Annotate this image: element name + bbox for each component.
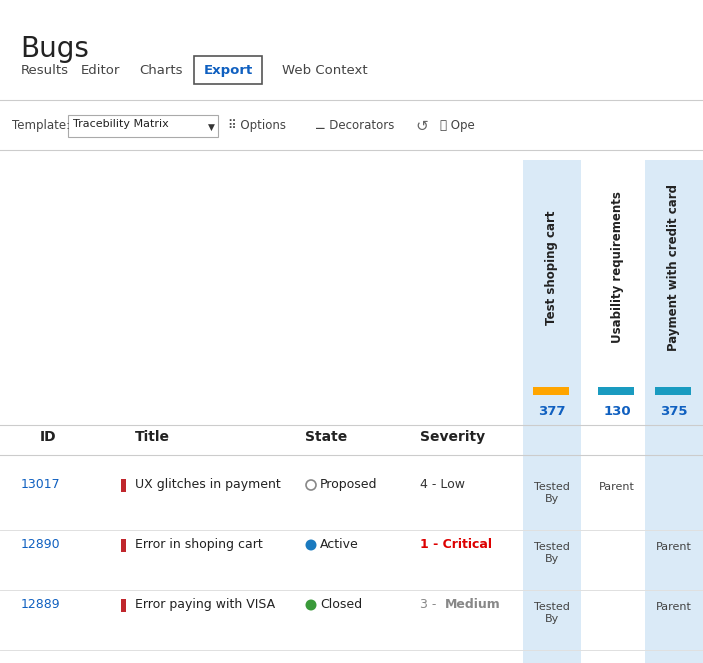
Circle shape <box>306 599 316 611</box>
Text: Editor: Editor <box>80 64 120 77</box>
Text: Test shoping cart: Test shoping cart <box>546 210 558 325</box>
Text: Severity: Severity <box>420 430 485 444</box>
Text: Medium: Medium <box>445 598 501 611</box>
Text: State: State <box>305 430 347 444</box>
Text: 12890: 12890 <box>20 538 60 551</box>
Bar <box>523 160 581 663</box>
Text: Proposed: Proposed <box>320 478 378 491</box>
Text: 130: 130 <box>603 405 631 418</box>
Bar <box>121 479 126 492</box>
Text: Results: Results <box>21 64 69 77</box>
Text: Closed: Closed <box>320 598 362 611</box>
Bar <box>121 599 126 612</box>
Text: Error in shoping cart: Error in shoping cart <box>135 538 263 551</box>
Text: ID: ID <box>40 430 57 444</box>
Text: 4 - Low: 4 - Low <box>420 478 465 491</box>
Text: Parent: Parent <box>656 542 692 552</box>
Bar <box>533 387 569 395</box>
Bar <box>68 115 218 137</box>
Text: Tracebility Matrix: Tracebility Matrix <box>73 119 169 129</box>
Text: ↺: ↺ <box>415 119 427 134</box>
Bar <box>588 160 646 663</box>
Text: Bugs: Bugs <box>20 35 89 63</box>
Text: 1 - Critical: 1 - Critical <box>420 538 492 551</box>
Text: Active: Active <box>320 538 359 551</box>
Text: 375: 375 <box>660 405 688 418</box>
Text: Parent: Parent <box>599 482 635 492</box>
Text: ⠿ Options: ⠿ Options <box>228 119 286 132</box>
Text: ⚊ Decorators: ⚊ Decorators <box>315 119 394 132</box>
Text: UX glitches in payment: UX glitches in payment <box>135 478 280 491</box>
Text: Template:: Template: <box>12 119 70 132</box>
Text: 12889: 12889 <box>20 598 60 611</box>
Text: Usability requirements: Usability requirements <box>610 192 624 343</box>
Text: Error paying with VISA: Error paying with VISA <box>135 598 275 611</box>
Text: Tested
By: Tested By <box>534 482 570 505</box>
Text: 377: 377 <box>538 405 566 418</box>
Text: Title: Title <box>135 430 170 444</box>
Bar <box>121 539 126 552</box>
Text: 13017: 13017 <box>20 478 60 491</box>
Text: 3 -: 3 - <box>420 598 440 611</box>
Text: ▼: ▼ <box>207 123 214 131</box>
Text: Export: Export <box>203 64 252 77</box>
Text: Payment with credit card: Payment with credit card <box>668 184 681 351</box>
Text: Parent: Parent <box>656 602 692 612</box>
Bar <box>598 387 634 395</box>
Circle shape <box>306 480 316 490</box>
Text: Charts: Charts <box>139 64 183 77</box>
Text: Web Context: Web Context <box>282 64 368 77</box>
Text: ⬜ Ope: ⬜ Ope <box>440 119 475 132</box>
Bar <box>645 160 703 663</box>
Bar <box>194 56 262 84</box>
Text: Tested
By: Tested By <box>534 542 570 564</box>
Circle shape <box>306 540 316 550</box>
Text: Tested
By: Tested By <box>534 602 570 625</box>
Bar <box>655 387 691 395</box>
